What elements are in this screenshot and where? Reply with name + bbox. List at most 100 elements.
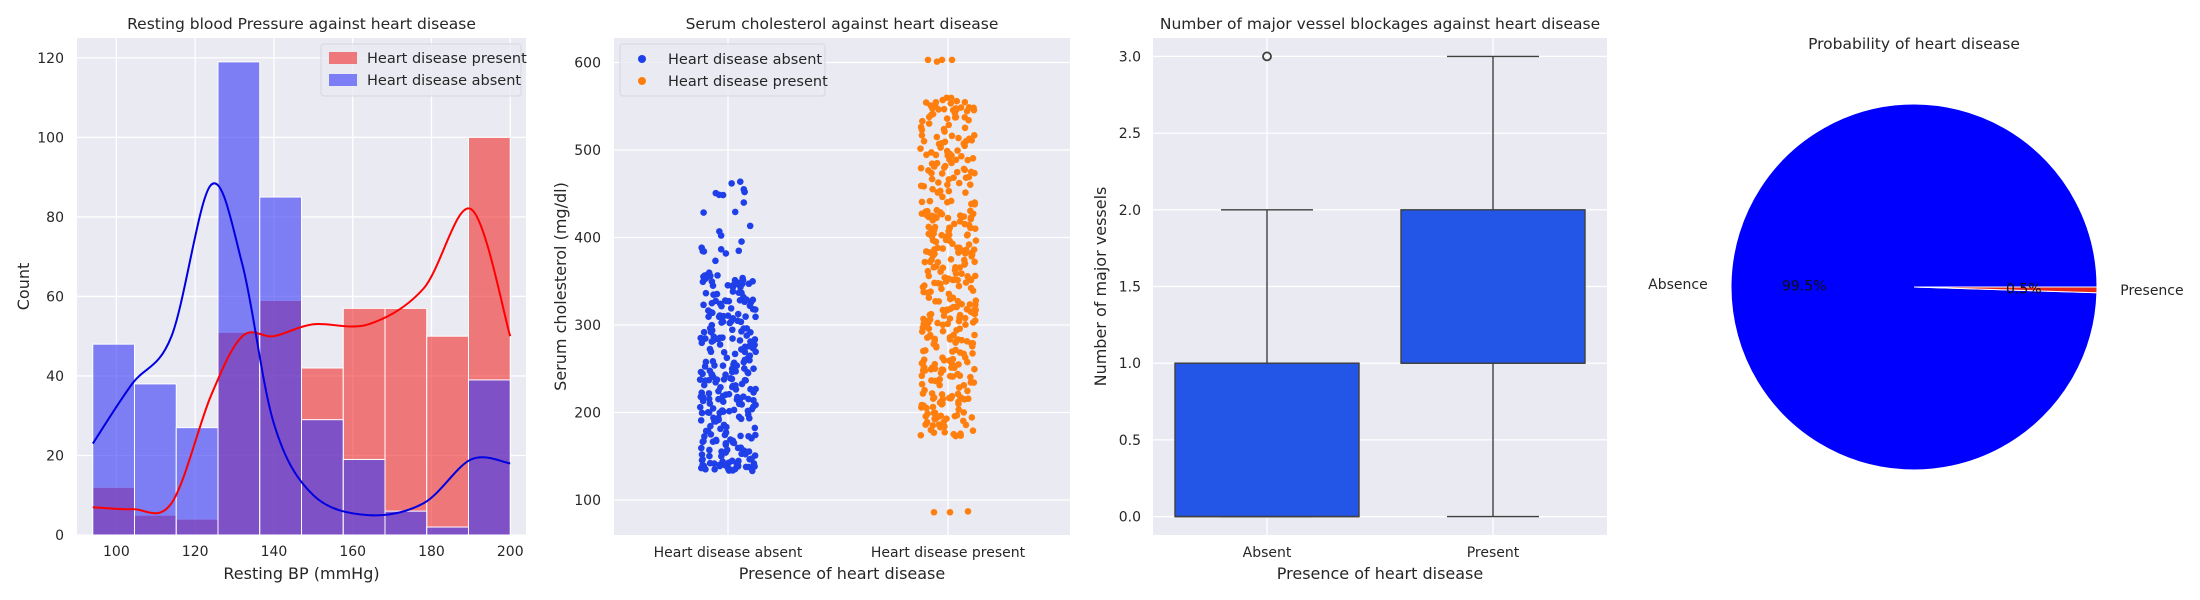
point-heart-disease-absent bbox=[751, 463, 758, 470]
point-heart-disease-present bbox=[921, 258, 929, 266]
point-heart-disease-absent bbox=[728, 326, 736, 334]
point-heart-disease-present bbox=[940, 312, 948, 319]
point-heart-disease-present bbox=[932, 238, 940, 246]
point-heart-disease-present bbox=[929, 216, 937, 224]
point-heart-disease-absent bbox=[727, 305, 735, 312]
point-heart-disease-absent bbox=[710, 460, 718, 467]
legend-label: Heart disease present bbox=[668, 74, 828, 90]
point-heart-disease-present bbox=[971, 225, 979, 233]
point-heart-disease-present bbox=[971, 306, 978, 313]
point-heart-disease-present bbox=[946, 224, 953, 232]
point-heart-disease-absent bbox=[732, 382, 739, 389]
point-heart-disease-present bbox=[937, 412, 945, 420]
x-axis-label: Presence of heart disease bbox=[1277, 564, 1483, 583]
point-heart-disease-present bbox=[949, 348, 956, 355]
point-heart-disease-absent bbox=[722, 250, 730, 257]
pie-percent-label: 0.5% bbox=[2006, 282, 2042, 298]
chart-title: Serum cholesterol against heart disease bbox=[686, 15, 999, 33]
bar-heart-disease-present bbox=[384, 307, 428, 536]
point-heart-disease-present bbox=[958, 336, 965, 344]
y-tick-label: 500 bbox=[574, 143, 601, 159]
point-heart-disease-absent bbox=[734, 393, 741, 401]
point-heart-disease-present bbox=[964, 387, 971, 395]
y-tick-label: 300 bbox=[574, 318, 601, 334]
point-heart-disease-absent bbox=[752, 348, 759, 356]
point-heart-disease-present bbox=[971, 169, 978, 177]
point-heart-disease-present bbox=[945, 176, 953, 183]
point-heart-disease-absent bbox=[745, 395, 752, 403]
point-heart-disease-present bbox=[970, 379, 978, 386]
point-heart-disease-present bbox=[971, 258, 978, 266]
point-heart-disease-present bbox=[971, 272, 979, 280]
bar-heart-disease-absent bbox=[426, 526, 469, 536]
point-heart-disease-present bbox=[941, 162, 949, 170]
y-tick-label: 400 bbox=[574, 231, 601, 247]
point-heart-disease-present bbox=[925, 120, 933, 127]
point-heart-disease-present bbox=[969, 210, 977, 218]
point-heart-disease-absent bbox=[725, 407, 733, 415]
point-heart-disease-present bbox=[938, 139, 946, 147]
point-heart-disease-present bbox=[952, 156, 960, 164]
outlier-point bbox=[1262, 51, 1272, 62]
point-heart-disease-absent bbox=[709, 438, 717, 446]
point-heart-disease-present bbox=[944, 152, 952, 159]
point-heart-disease-present bbox=[917, 123, 925, 131]
point-heart-disease-present bbox=[945, 231, 953, 239]
point-heart-disease-absent bbox=[723, 354, 731, 362]
point-heart-disease-present bbox=[971, 365, 978, 373]
point-heart-disease-present bbox=[930, 394, 938, 401]
point-heart-disease-present bbox=[918, 132, 926, 139]
point-heart-disease-present bbox=[960, 256, 968, 264]
point-heart-disease-present bbox=[971, 201, 978, 208]
point-heart-disease-absent bbox=[741, 188, 748, 196]
point-heart-disease-absent bbox=[747, 385, 754, 393]
point-heart-disease-present bbox=[939, 354, 946, 362]
point-heart-disease-present bbox=[944, 320, 952, 328]
point-heart-disease-present bbox=[957, 104, 965, 111]
point-heart-disease-absent bbox=[727, 318, 735, 325]
pie-slice-presence bbox=[1913, 286, 2098, 294]
point-heart-disease-present bbox=[950, 331, 957, 339]
point-heart-disease-absent bbox=[736, 337, 744, 344]
point-heart-disease-absent bbox=[699, 397, 707, 405]
point-heart-disease-present bbox=[931, 279, 938, 287]
point-heart-disease-present bbox=[927, 426, 935, 434]
point-heart-disease-absent bbox=[741, 365, 748, 372]
point-heart-disease-present bbox=[928, 175, 936, 183]
point-heart-disease-present bbox=[968, 342, 976, 350]
kde-line-present bbox=[92, 207, 512, 515]
point-heart-disease-present bbox=[949, 294, 957, 301]
point-heart-disease-present bbox=[925, 272, 933, 280]
point-heart-disease-present bbox=[950, 220, 958, 228]
point-heart-disease-absent bbox=[700, 209, 707, 216]
point-heart-disease-present bbox=[938, 170, 946, 177]
point-heart-disease-present bbox=[925, 113, 933, 121]
x-axis-label: Presence of heart disease bbox=[739, 564, 945, 583]
pie-percent-label: 99.5% bbox=[1782, 278, 1826, 294]
point-heart-disease-present bbox=[932, 342, 940, 350]
x-tick-label: Heart disease absent bbox=[654, 545, 803, 561]
point-heart-disease-present bbox=[943, 94, 951, 102]
point-heart-disease-absent bbox=[706, 452, 713, 460]
point-heart-disease-absent bbox=[711, 466, 718, 473]
point-heart-disease-absent bbox=[729, 288, 737, 295]
point-heart-disease-present bbox=[954, 147, 961, 154]
point-heart-disease-absent bbox=[705, 409, 713, 416]
point-heart-disease-present bbox=[934, 259, 942, 266]
point-heart-disease-present bbox=[947, 99, 955, 107]
point-heart-disease-present bbox=[948, 56, 956, 64]
point-heart-disease-present bbox=[946, 315, 954, 322]
point-heart-disease-present bbox=[955, 282, 963, 290]
point-heart-disease-absent bbox=[713, 376, 721, 383]
point-heart-disease-present bbox=[918, 372, 926, 380]
point-heart-disease-present bbox=[962, 246, 970, 254]
point-heart-disease-absent bbox=[734, 310, 742, 318]
x-tick-label: Heart disease present bbox=[871, 545, 1026, 561]
point-heart-disease-absent bbox=[702, 358, 710, 366]
point-heart-disease-present bbox=[960, 409, 968, 416]
x-tick-label: 200 bbox=[497, 544, 524, 560]
box-absent bbox=[1174, 362, 1360, 518]
point-heart-disease-present bbox=[952, 113, 960, 121]
x-axis-label: Resting BP (mmHg) bbox=[223, 564, 379, 583]
point-heart-disease-present bbox=[931, 250, 938, 258]
